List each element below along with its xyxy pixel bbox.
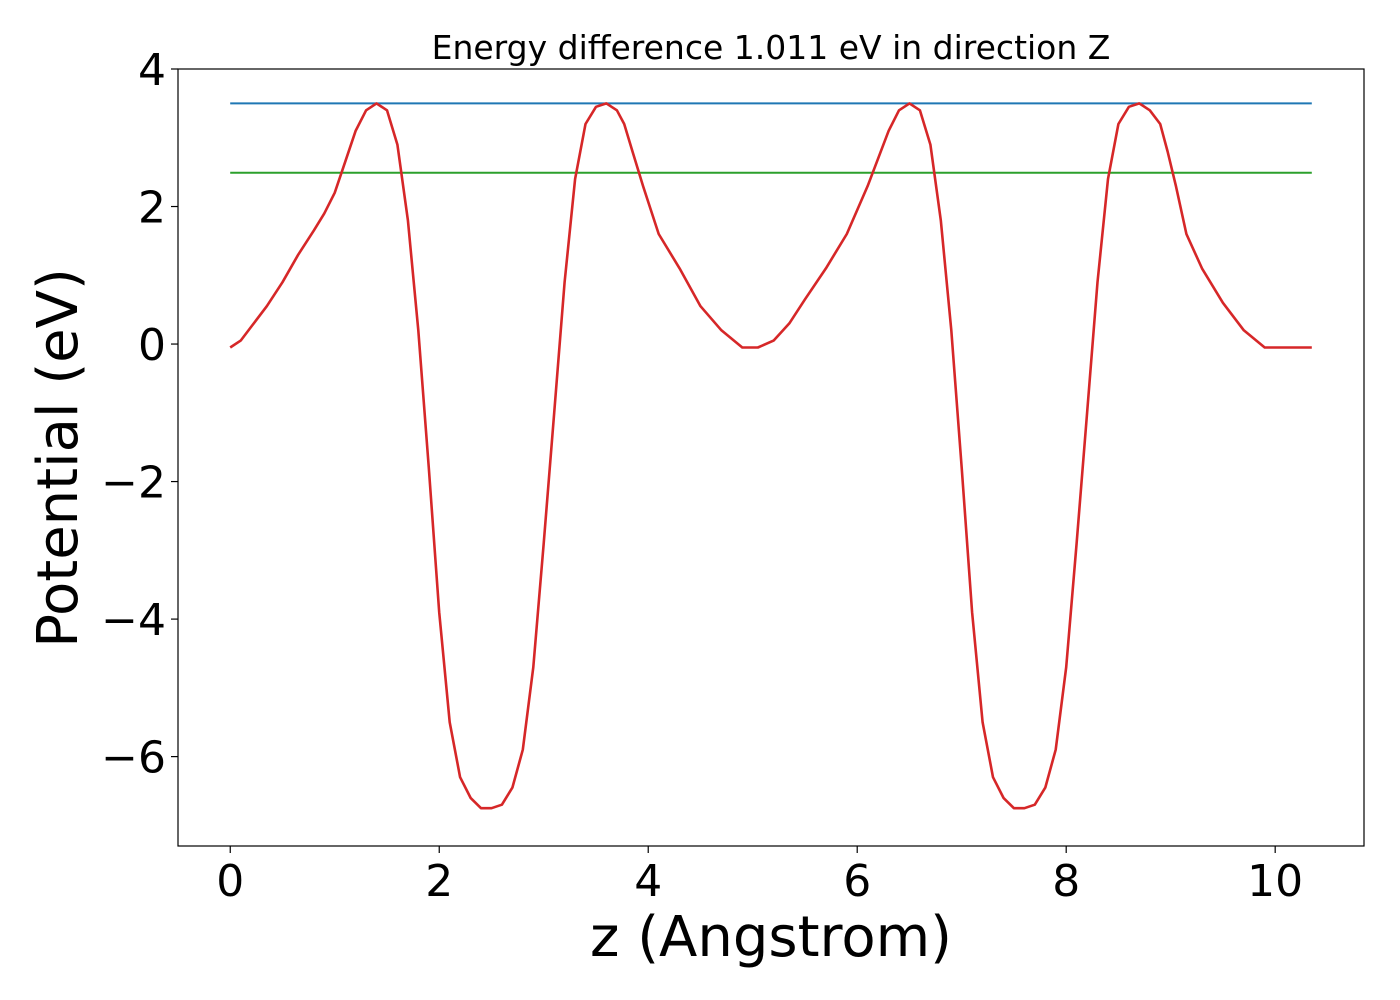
y-tick-label: 2 [138, 183, 166, 234]
y-tick-label: 4 [138, 45, 166, 96]
chart-title: Energy difference 1.011 eV in direction … [432, 28, 1111, 67]
x-tick-label: 8 [1052, 856, 1080, 907]
y-tick-label: −2 [101, 458, 166, 509]
plot-frame [177, 68, 1365, 847]
x-tick-label: 4 [634, 856, 662, 907]
x-tick-label: 0 [216, 856, 244, 907]
y-axis-label: Potential (eV) [26, 268, 91, 648]
y-axis-ticks: 4 2 0 −2 −4 −6 [101, 45, 178, 784]
x-axis-ticks: 0 2 4 6 8 10 [216, 846, 1303, 907]
x-tick-label: 10 [1247, 856, 1303, 907]
x-tick-label: 6 [843, 856, 871, 907]
y-tick-label: −6 [101, 733, 166, 784]
y-tick-label: 0 [138, 320, 166, 371]
plot-lines [229, 102, 1312, 810]
y-tick-label: −4 [101, 595, 166, 646]
potential-curve-line [229, 102, 1312, 810]
x-axis-label: z (Angstrom) [590, 905, 952, 970]
x-tick-label: 2 [425, 856, 453, 907]
